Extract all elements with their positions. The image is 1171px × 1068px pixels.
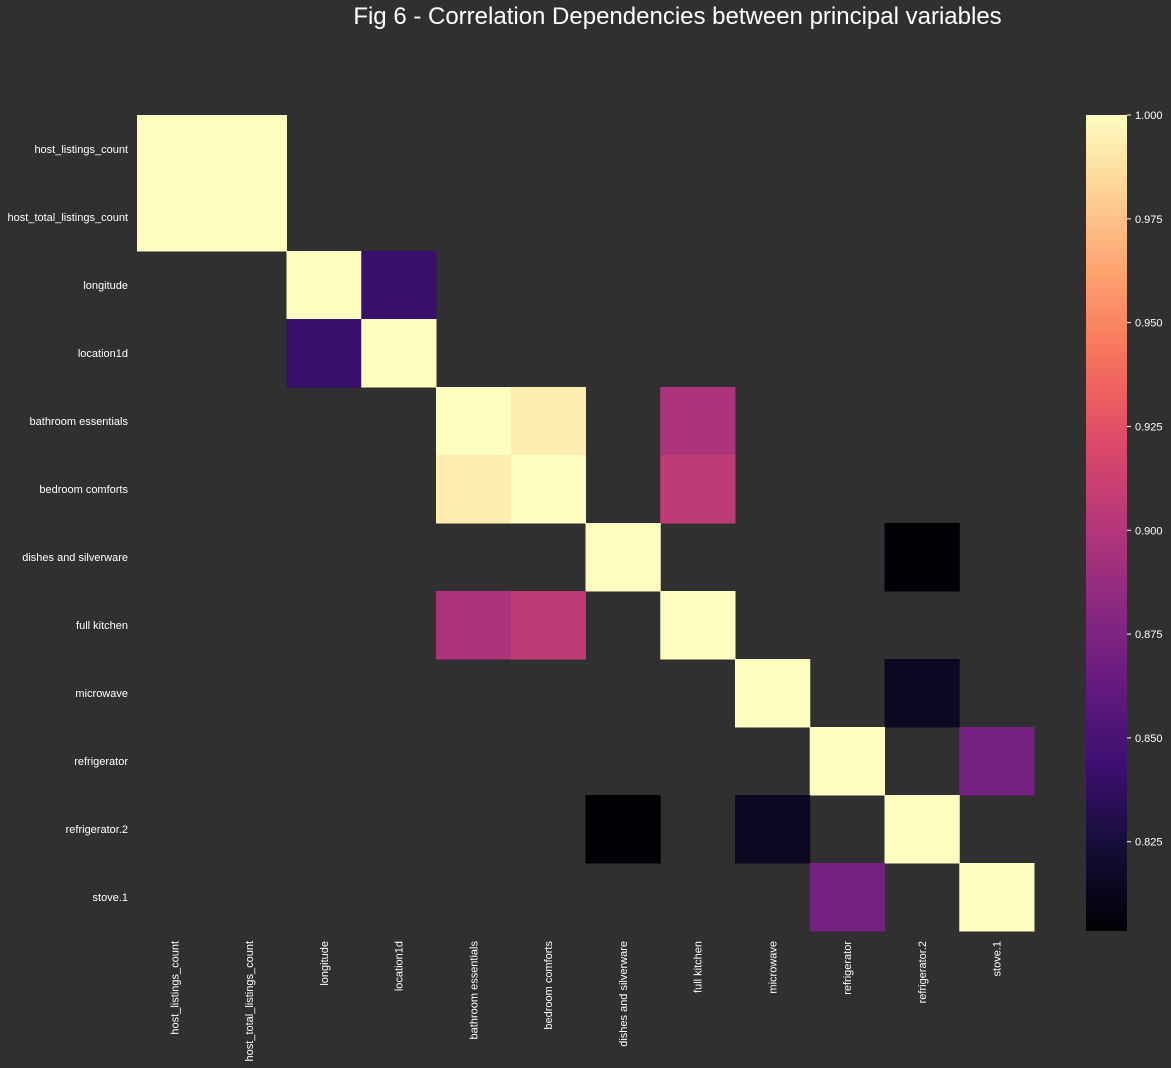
heatmap-cell xyxy=(660,591,736,660)
chart-title: Fig 6 - Correlation Dependencies between… xyxy=(353,3,1002,30)
heatmap-cell xyxy=(959,863,1035,932)
column-label: host_total_listings_count xyxy=(244,941,256,1061)
heatmap-cell xyxy=(211,183,287,252)
heatmap-cell xyxy=(884,523,960,592)
row-label: refrigerator.2 xyxy=(66,824,128,836)
row-label: host_total_listings_count xyxy=(8,212,128,224)
heatmap-cell xyxy=(211,115,287,184)
heatmap-cell xyxy=(809,863,885,932)
heatmap-cells xyxy=(137,115,1035,932)
heatmap-cell xyxy=(137,183,213,252)
column-label: dishes and silverware xyxy=(618,941,630,1047)
heatmap-cell xyxy=(660,387,736,456)
row-label: bedroom comforts xyxy=(39,484,128,496)
row-label: refrigerator xyxy=(74,756,128,768)
heatmap-cell xyxy=(286,319,362,388)
column-label: host_listings_count xyxy=(169,941,181,1035)
column-label: bedroom comforts xyxy=(543,941,555,1030)
colorbar-tick-label: 0.825 xyxy=(1135,837,1163,849)
row-label: longitude xyxy=(83,280,128,292)
row-label: bathroom essentials xyxy=(30,416,129,428)
row-label: stove.1 xyxy=(93,892,128,904)
heatmap-cell xyxy=(809,727,885,796)
colorbar-ticks: 0.825 0.850 0.875 0.900 0.925 0.950 0.975 1.000 xyxy=(1127,110,1163,849)
row-labels: host_listings_count host_total_listings_c… xyxy=(8,144,129,904)
heatmap-cell xyxy=(510,387,586,456)
column-label: refrigerator xyxy=(842,941,854,995)
column-label: location1d xyxy=(394,941,406,991)
row-label: full kitchen xyxy=(76,620,128,632)
row-label: microwave xyxy=(75,688,128,700)
column-label: refrigerator.2 xyxy=(917,941,929,1003)
heatmap-cell xyxy=(436,455,512,524)
colorbar-tick-label: 0.925 xyxy=(1135,421,1163,433)
column-label: microwave xyxy=(767,941,779,994)
colorbar-tick-label: 0.900 xyxy=(1135,525,1163,537)
column-label: longitude xyxy=(319,941,331,986)
heatmap-cell xyxy=(735,659,811,728)
heatmap-cell xyxy=(361,319,437,388)
heatmap-cell xyxy=(137,115,213,184)
heatmap-cell xyxy=(884,795,960,864)
heatmap-cell xyxy=(585,523,661,592)
row-label: dishes and silverware xyxy=(22,552,128,564)
row-label: location1d xyxy=(78,348,128,360)
column-label: stove.1 xyxy=(992,941,1004,976)
heatmap-cell xyxy=(735,795,811,864)
colorbar-tick-label: 0.975 xyxy=(1135,214,1163,226)
heatmap-cell xyxy=(660,455,736,524)
heatmap-cell xyxy=(361,251,437,320)
heatmap-cell xyxy=(436,387,512,456)
row-label: host_listings_count xyxy=(34,144,128,156)
heatmap-cell xyxy=(510,455,586,524)
heatmap-cell xyxy=(436,591,512,660)
heatmap-cell xyxy=(585,795,661,864)
heatmap-cell xyxy=(510,591,586,660)
colorbar xyxy=(1086,115,1127,931)
column-labels: host_listings_count host_total_listings_c… xyxy=(169,941,1003,1062)
colorbar-tick-label: 0.875 xyxy=(1135,629,1163,641)
colorbar-tick-label: 0.850 xyxy=(1135,733,1163,745)
heatmap-cell xyxy=(286,251,362,320)
colorbar-tick-label: 1.000 xyxy=(1135,110,1163,122)
column-label: bathroom essentials xyxy=(468,941,480,1040)
column-label: full kitchen xyxy=(693,941,705,993)
heatmap-cell xyxy=(959,727,1035,796)
heatmap-cell xyxy=(884,659,960,728)
colorbar-tick-label: 0.950 xyxy=(1135,318,1163,330)
